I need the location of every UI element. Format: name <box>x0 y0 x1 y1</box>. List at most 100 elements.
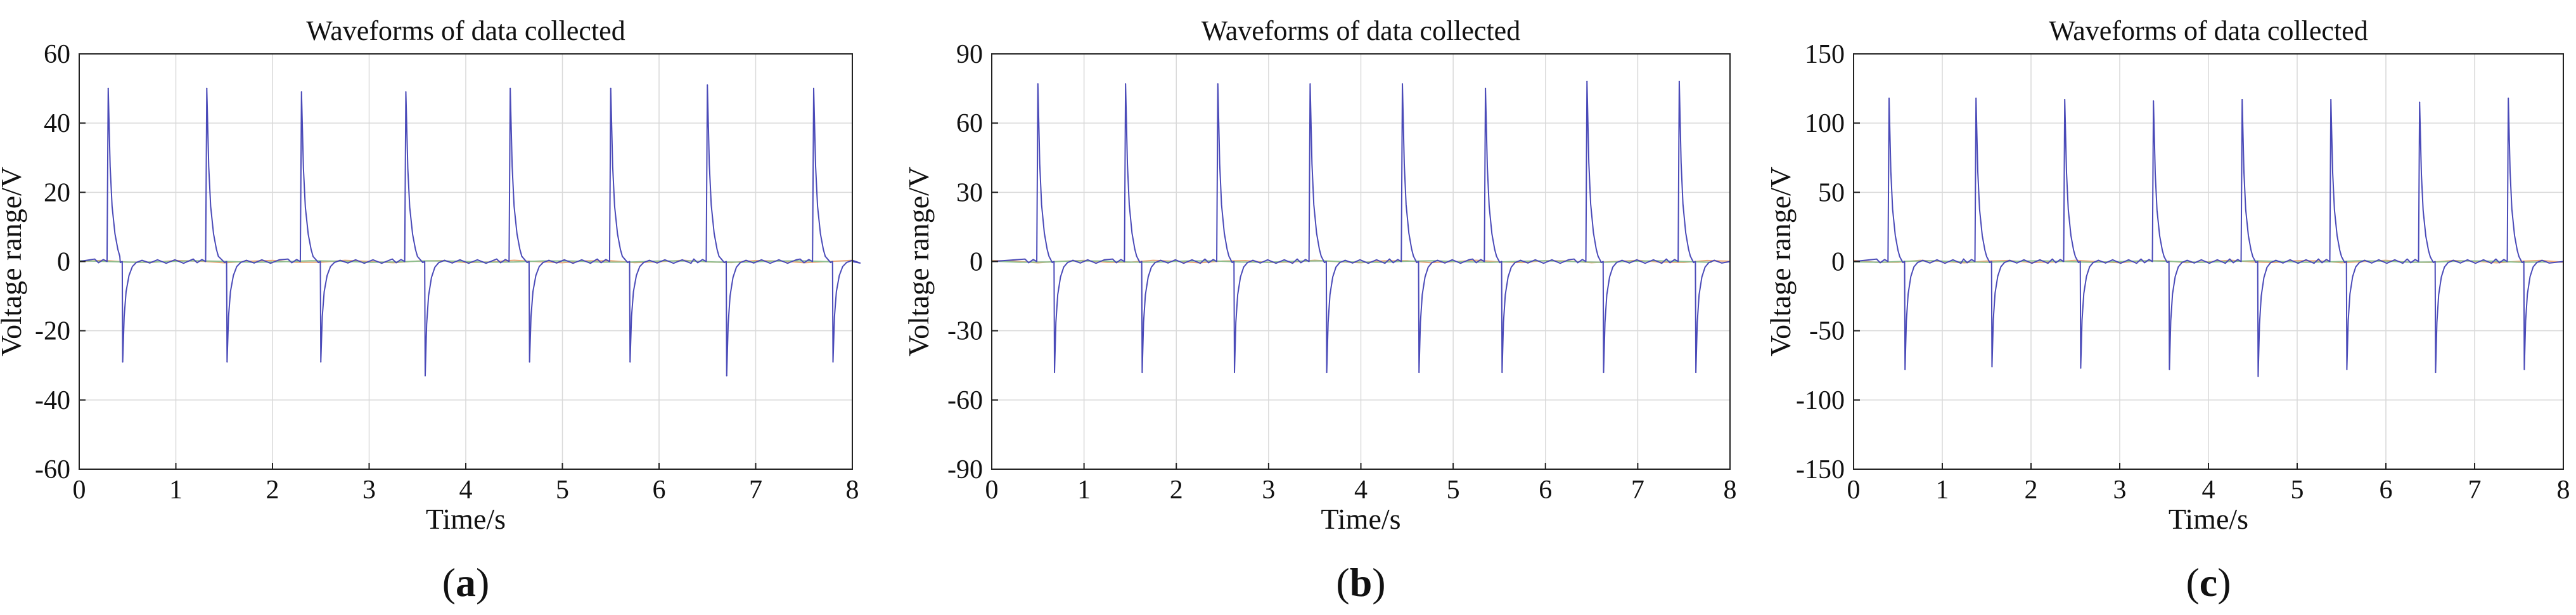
chart-title: Waveforms of data collected <box>306 15 625 46</box>
y-tick-label: -60 <box>35 455 70 484</box>
x-tick-label: 0 <box>1847 476 1861 505</box>
positive-peak-point <box>2419 101 2421 103</box>
caption-letter: a <box>456 560 476 605</box>
y-tick-label: 0 <box>57 248 70 277</box>
x-tick-label: 3 <box>1262 476 1275 505</box>
y-tick-label: -40 <box>35 386 70 415</box>
positive-peak-point <box>1678 81 1680 82</box>
positive-peak-point <box>1125 83 1127 85</box>
y-tick-label: 20 <box>44 178 70 207</box>
negative-peak-point <box>629 361 631 363</box>
y-tick-label: -30 <box>947 317 983 346</box>
x-tick-label: 8 <box>2557 476 2570 505</box>
negative-peak-point <box>1418 372 1420 373</box>
positive-peak-point <box>813 87 814 89</box>
negative-peak-point <box>726 375 727 377</box>
negative-peak-point <box>1141 372 1143 373</box>
x-tick-label: 8 <box>846 476 859 505</box>
caption-open-paren: ( <box>2186 560 2199 605</box>
y-axis-label: Voltage range/V <box>902 167 935 356</box>
x-tick-label: 1 <box>169 476 183 505</box>
y-tick-label: 90 <box>956 40 983 69</box>
negative-peak-point <box>122 361 124 363</box>
caption-close-paren: ) <box>2217 560 2231 605</box>
positive-peak-point <box>2508 97 2509 99</box>
positive-peak-point <box>1485 87 1487 89</box>
x-axis-label: Time/s <box>426 503 506 535</box>
negative-peak-point <box>2080 367 2082 369</box>
x-tick-label: 6 <box>1539 476 1552 505</box>
negative-peak-point <box>1695 372 1697 373</box>
tertiary-trace <box>991 260 1712 263</box>
positive-peak-point <box>107 87 109 89</box>
y-tick-label: 50 <box>1818 178 1845 207</box>
negative-peak-point <box>1233 372 1235 373</box>
positive-peak-point <box>206 87 208 89</box>
primary-waveform-line <box>991 81 1731 373</box>
x-tick-label: 0 <box>985 476 999 505</box>
x-tick-label: 1 <box>1936 476 1949 505</box>
x-tick-label: 5 <box>2291 476 2304 505</box>
x-tick-label: 3 <box>2113 476 2127 505</box>
x-tick-label: 1 <box>1077 476 1091 505</box>
x-tick-label: 7 <box>1631 476 1644 505</box>
x-tick-label: 0 <box>73 476 86 505</box>
negative-peak-point <box>529 361 530 363</box>
negative-peak-point <box>1603 372 1605 373</box>
y-tick-label: -50 <box>1809 317 1845 346</box>
positive-peak-point <box>610 87 612 89</box>
y-tick-label: 150 <box>1805 40 1845 69</box>
positive-peak-point <box>1888 97 1890 99</box>
x-tick-label: 2 <box>1170 476 1183 505</box>
positive-peak-point <box>1309 83 1311 85</box>
y-tick-label: 60 <box>956 109 983 138</box>
positive-peak-point <box>2153 100 2155 102</box>
x-tick-label: 4 <box>459 476 473 505</box>
y-tick-label: -20 <box>35 317 70 346</box>
x-tick-label: 5 <box>556 476 569 505</box>
caption-open-paren: ( <box>442 560 456 605</box>
caption-close-paren: ) <box>1372 560 1385 605</box>
x-tick-label: 7 <box>749 476 762 505</box>
x-tick-label: 2 <box>266 476 279 505</box>
positive-peak-point <box>1217 83 1219 85</box>
y-tick-label: 0 <box>1831 248 1845 277</box>
x-tick-label: 4 <box>2202 476 2215 505</box>
negative-peak-point <box>320 361 322 363</box>
panel-caption: (c) <box>2186 560 2231 605</box>
panel-caption: (b) <box>1336 560 1385 605</box>
x-tick-label: 3 <box>362 476 376 505</box>
y-axis-label: Voltage range/V <box>0 167 27 356</box>
y-tick-label: 30 <box>956 178 983 207</box>
negative-peak-point <box>2523 368 2525 370</box>
panel-caption: (a) <box>442 560 490 605</box>
x-axis-label: Time/s <box>2169 503 2248 535</box>
positive-peak-point <box>300 91 302 93</box>
positive-peak-point <box>1586 81 1588 82</box>
y-tick-label: 0 <box>970 248 983 277</box>
positive-peak-point <box>509 87 511 89</box>
caption-letter: b <box>1350 560 1373 605</box>
chart-title: Waveforms of data collected <box>1201 15 1520 46</box>
negative-peak-point <box>2257 375 2259 377</box>
x-tick-label: 6 <box>653 476 666 505</box>
x-tick-label: 2 <box>2025 476 2038 505</box>
negative-peak-point <box>1991 366 1993 368</box>
caption-open-paren: ( <box>1336 560 1349 605</box>
positive-peak-point <box>1975 97 1977 99</box>
y-tick-label: -150 <box>1796 455 1845 484</box>
negative-peak-point <box>1904 368 1906 370</box>
negative-peak-point <box>2435 372 2437 373</box>
negative-peak-point <box>424 375 426 377</box>
chart-panel-1: 0 1 2 3 4 5 6 7 8 -60 -40 -20 0 20 40 60 Waveforms of da… <box>0 15 861 605</box>
negative-peak-point <box>2169 368 2170 370</box>
negative-peak-point <box>226 361 228 363</box>
y-tick-label: 60 <box>44 40 70 69</box>
chart-panel-3: 0 1 2 3 4 5 6 7 8 -150 -100 -50 0 50 100 150 Waveforms o… <box>1764 15 2570 605</box>
y-tick-label: -100 <box>1796 386 1845 415</box>
primary-waveform-line <box>79 84 861 377</box>
negative-peak-point <box>2346 368 2348 370</box>
negative-peak-point <box>1501 372 1503 373</box>
positive-peak-point <box>707 84 708 86</box>
